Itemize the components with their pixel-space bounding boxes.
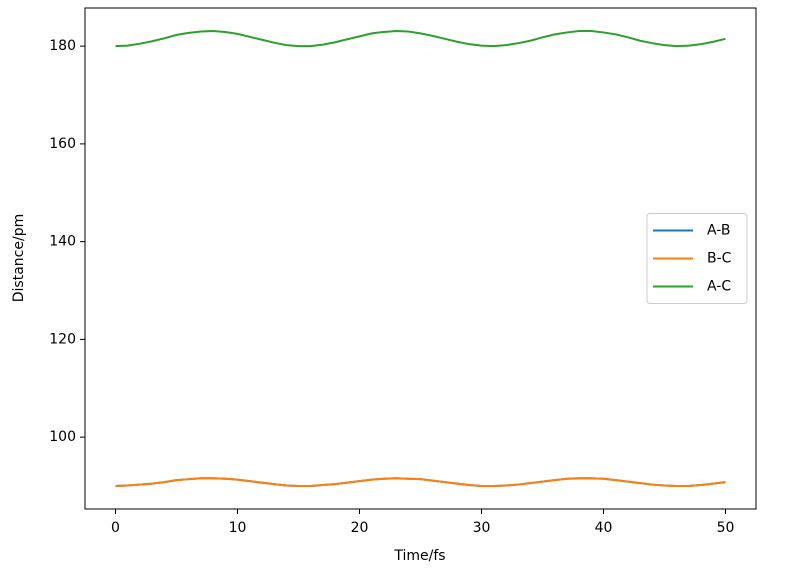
x-tick-label: 40 bbox=[595, 520, 613, 536]
legend-label: A-B bbox=[707, 223, 730, 239]
y-tick-label: 100 bbox=[49, 429, 76, 445]
x-axis-label: Time/fs bbox=[393, 548, 445, 564]
y-tick-label: 160 bbox=[49, 136, 76, 152]
line-series bbox=[115, 29, 726, 48]
plot-frame bbox=[84, 7, 757, 510]
x-tick-label: 10 bbox=[229, 520, 247, 536]
legend-box bbox=[646, 213, 748, 304]
y-tick-label: 120 bbox=[49, 331, 76, 347]
y-tick-label: 180 bbox=[49, 38, 76, 54]
legend: A-B B-C A-C bbox=[646, 213, 748, 304]
x-tick-label: 20 bbox=[351, 520, 369, 536]
x-tick-label: 30 bbox=[473, 520, 491, 536]
legend-label: A-C bbox=[707, 279, 731, 295]
line-series bbox=[115, 477, 726, 488]
x-tick-label: 0 bbox=[111, 520, 120, 536]
y-tick-label: 140 bbox=[49, 234, 76, 250]
x-tick-label: 50 bbox=[717, 520, 735, 536]
legend-label: B-C bbox=[707, 251, 732, 267]
y-axis-label: Distance/pm bbox=[11, 214, 27, 302]
